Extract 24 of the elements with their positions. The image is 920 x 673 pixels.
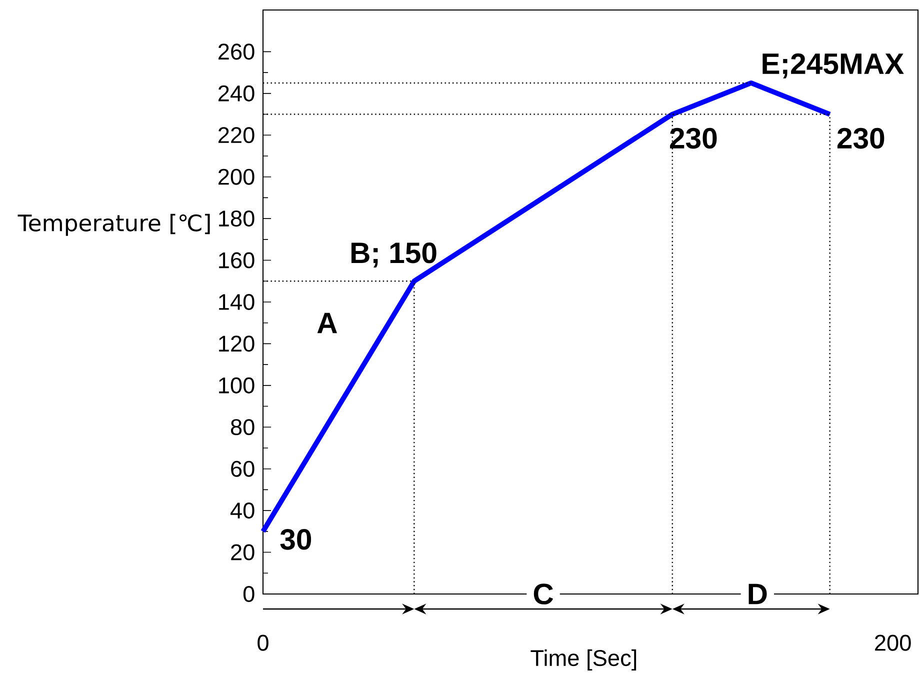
y-tick-label: 200 (218, 168, 254, 185)
annotation: C (534, 584, 554, 604)
y-tick-label: 180 (219, 210, 254, 227)
y-tick-label: 160 (219, 252, 254, 268)
annotation: A (317, 312, 338, 334)
y-tick-label: 60 (231, 460, 254, 477)
data-label: E;245MAX (762, 53, 904, 78)
annotation: D (748, 584, 767, 604)
y-tick-label: 20 (231, 544, 254, 560)
y-tick-label: 0 (243, 586, 254, 602)
y-tick-label: 80 (230, 419, 254, 436)
data-label: B; 150 (351, 242, 436, 268)
data-label: 30 (280, 529, 312, 550)
y-tick-label: 40 (230, 502, 254, 519)
data-label: 230 (837, 128, 884, 149)
y-tick-label: 120 (219, 336, 254, 352)
x-axis-title: Time [Sec] (530, 649, 636, 671)
y-tick-label: 100 (219, 377, 254, 394)
y-tick-label: 220 (218, 127, 254, 144)
y-tick-label: 140 (219, 294, 254, 310)
data-label: 230 (670, 128, 717, 149)
y-tick-label: 240 (218, 85, 254, 102)
y-tick-label: 260 (218, 44, 254, 60)
y-axis-title: Temperature [℃] (18, 214, 210, 236)
